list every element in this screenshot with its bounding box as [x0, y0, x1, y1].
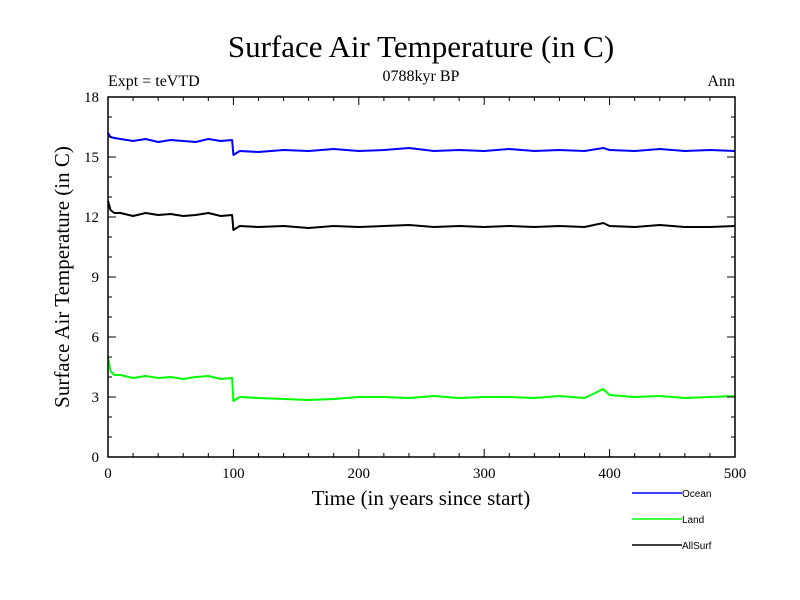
y-tick-label: 3	[92, 390, 100, 406]
series-line-allsurf	[107, 200, 736, 231]
chart-title: Surface Air Temperature (in C)	[228, 29, 614, 64]
y-tick-label: 0	[92, 450, 100, 466]
legend-label-land: Land	[682, 515, 704, 526]
series-line-ocean	[107, 132, 736, 156]
y-tick-label: 9	[92, 270, 100, 286]
legend-label-allsurf: AllSurf	[682, 541, 712, 552]
x-axis: 0 100 200 300 400 500	[104, 97, 746, 482]
legend-label-ocean: Ocean	[682, 489, 711, 500]
plot-area	[107, 132, 736, 402]
season-label: Ann	[707, 73, 735, 90]
y-axis: 0 3 6 9 12 15 18	[84, 90, 735, 466]
y-axis-label: Surface Air Temperature (in C)	[50, 146, 74, 408]
y-tick-label: 18	[84, 90, 99, 106]
y-tick-label: 15	[84, 150, 99, 166]
x-axis-label: Time (in years since start)	[312, 486, 531, 510]
series-line-land	[107, 356, 736, 402]
x-tick-label: 300	[473, 466, 496, 482]
experiment-label: Expt = teVTD	[108, 73, 200, 90]
legend: Ocean Land AllSurf	[632, 489, 712, 552]
x-tick-label: 200	[348, 466, 371, 482]
x-tick-label: 100	[222, 466, 245, 482]
x-tick-label: 500	[724, 466, 747, 482]
y-tick-label: 6	[92, 330, 100, 346]
chart-subtitle: 0788kyr BP	[383, 68, 460, 85]
x-tick-label: 0	[104, 466, 112, 482]
y-tick-label: 12	[84, 210, 99, 226]
x-tick-label: 400	[598, 466, 621, 482]
